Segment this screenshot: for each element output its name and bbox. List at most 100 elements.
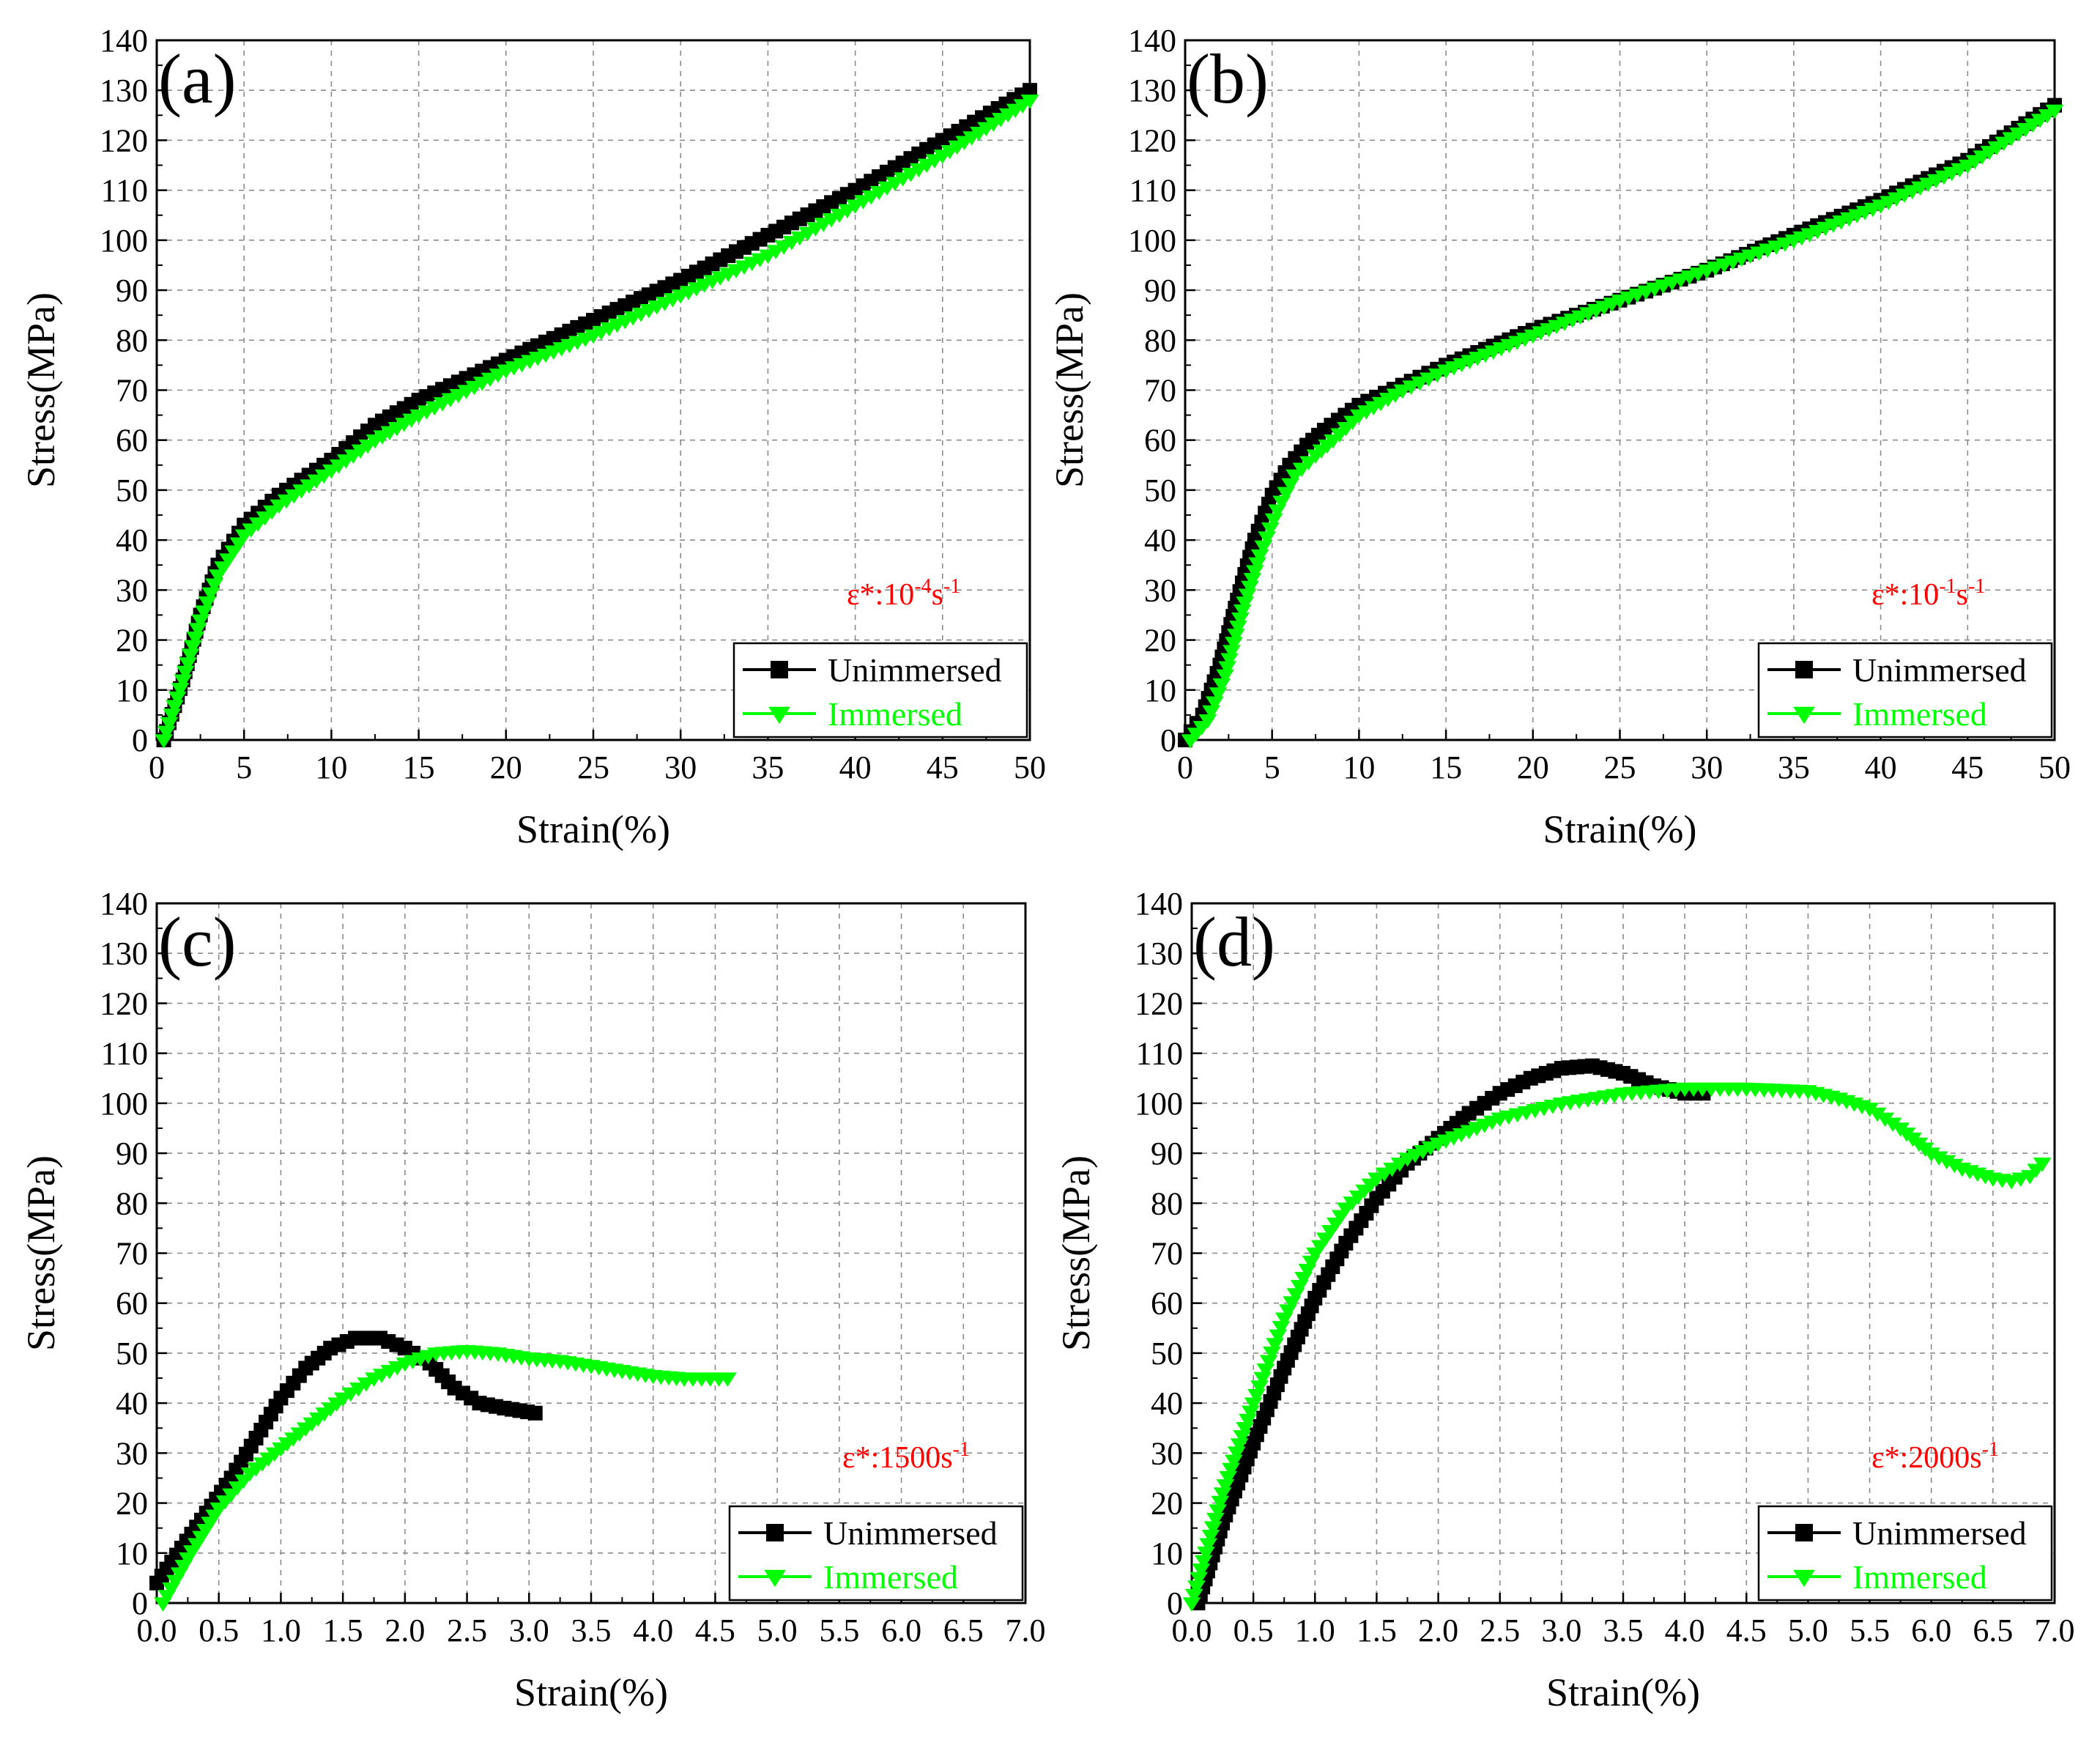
legend-label: Unimmersed <box>1852 651 2027 689</box>
y-tick-label: 140 <box>100 23 148 59</box>
y-tick-label: 60 <box>1151 1286 1183 1322</box>
y-tick-label: 90 <box>116 1136 148 1171</box>
grid <box>1192 903 2055 1603</box>
y-tick-label: 120 <box>100 985 148 1021</box>
y-tick-label: 0 <box>1167 1585 1183 1621</box>
x-axis-title: Strain(%) <box>516 807 670 851</box>
x-tick-label: 0 <box>1177 749 1193 785</box>
x-tick-label: 50 <box>1014 749 1046 785</box>
y-tick-label: 40 <box>116 522 148 558</box>
x-axis-title: Strain(%) <box>514 1670 668 1714</box>
data-point <box>155 734 173 749</box>
series-immersed <box>1181 104 2064 749</box>
x-tick-label: 7.0 <box>2035 1613 2075 1648</box>
y-tick-label: 10 <box>116 673 148 708</box>
data-point <box>1272 1321 1291 1336</box>
y-tick-label: 40 <box>1151 1385 1183 1421</box>
y-axis-title: Stress(MPa) <box>19 1155 63 1351</box>
y-tick-label: 0 <box>132 1585 148 1621</box>
x-tick-label: 7.0 <box>1006 1613 1046 1648</box>
y-tick-label: 60 <box>116 1286 148 1322</box>
legend-label: Unimmersed <box>828 651 1002 689</box>
data-point <box>1216 1479 1235 1494</box>
legend-label: Unimmersed <box>823 1514 998 1552</box>
data-point <box>1233 604 1252 619</box>
x-tick-label: 5 <box>236 749 252 785</box>
data-point <box>1224 1454 1243 1470</box>
x-tick-label: 10 <box>315 749 347 785</box>
y-tick-label: 100 <box>100 223 148 259</box>
y-tick-label: 140 <box>100 886 148 922</box>
data-point <box>171 683 190 697</box>
data-point <box>1023 83 1037 98</box>
y-tick-label: 100 <box>100 1086 148 1122</box>
y-tick-label: 70 <box>1144 373 1176 409</box>
y-tick-label: 90 <box>116 273 148 308</box>
legend-marker <box>1793 1569 1815 1588</box>
x-tick-label: 30 <box>664 749 697 785</box>
strain-rate-label: ε*:2000s-1 <box>1871 1438 1999 1475</box>
data-point <box>157 725 176 741</box>
x-tick-label: 15 <box>403 749 435 785</box>
data-point <box>1238 588 1257 603</box>
y-tick-label: 90 <box>1144 273 1176 308</box>
series-unimmersed <box>149 1330 543 1591</box>
data-point <box>2045 104 2064 119</box>
legend-marker <box>766 1524 784 1541</box>
y-tick-label: 50 <box>1144 473 1176 508</box>
x-tick-label: 4.5 <box>1726 1613 1767 1648</box>
x-tick-label: 1.0 <box>261 1613 301 1648</box>
legend-box <box>732 642 1028 739</box>
chart-panel-1: 0 5 10 15 20 25 30 35 40 45 50 0 10 20 30 40 50 60 70 80 90 1… <box>19 23 1046 851</box>
data-point <box>1211 1495 1230 1511</box>
x-tick-label: 20 <box>490 749 522 785</box>
data-point <box>188 623 207 637</box>
x-tick-label: 3.5 <box>1603 1613 1644 1648</box>
y-tick-label: 140 <box>1128 23 1176 59</box>
y-tick-label: 10 <box>1144 673 1176 708</box>
y-tick-label: 50 <box>116 1336 148 1372</box>
y-tick-label: 60 <box>1144 423 1176 459</box>
data-point <box>1194 1555 1213 1570</box>
data-point <box>1231 612 1250 627</box>
y-tick-label: 80 <box>1144 322 1176 358</box>
panel-label: (c) <box>158 903 237 981</box>
x-tick-label: 5.0 <box>1788 1613 1828 1648</box>
y-tick-label: 110 <box>1136 1036 1183 1072</box>
series-immersed <box>1182 1082 2052 1612</box>
y-tick-label: 40 <box>116 1385 148 1421</box>
data-point <box>1266 1338 1284 1352</box>
series-immersed <box>154 1344 737 1612</box>
x-tick-label: 6.0 <box>881 1613 921 1648</box>
data-point <box>1222 645 1241 659</box>
x-tick-label: 4.5 <box>695 1613 735 1648</box>
y-tick-label: 120 <box>1135 985 1183 1021</box>
x-tick-label: 30 <box>1691 749 1723 785</box>
x-tick-label: 0.0 <box>137 1613 177 1648</box>
y-tick-label: 120 <box>100 122 148 158</box>
y-tick-label: 10 <box>116 1536 148 1572</box>
y-tick-label: 30 <box>1151 1435 1183 1471</box>
legend-marker <box>1795 1524 1813 1541</box>
y-tick-label: 60 <box>116 423 148 459</box>
x-tick-label: 45 <box>1951 749 1984 785</box>
data-point <box>1219 1470 1238 1486</box>
y-tick-label: 40 <box>1144 522 1176 558</box>
y-tick-label: 80 <box>1151 1185 1183 1221</box>
data-point <box>1229 621 1247 635</box>
data-point <box>1222 1462 1240 1478</box>
x-tick-label: 45 <box>927 749 959 785</box>
y-tick-label: 70 <box>116 1236 148 1272</box>
legend-label: Immersed <box>1852 695 1987 733</box>
data-point <box>176 665 195 681</box>
data-point <box>1248 557 1267 572</box>
panel-label: (d) <box>1193 903 1275 981</box>
legend: Unimmersed Immersed <box>1757 642 2053 739</box>
y-tick-label: 30 <box>116 572 148 608</box>
data-point <box>1262 1346 1281 1361</box>
data-point <box>1230 1438 1249 1453</box>
data-point <box>1218 661 1236 676</box>
grid <box>1185 40 2055 740</box>
y-tick-label: 110 <box>101 1036 148 1072</box>
legend-marker <box>1795 661 1813 678</box>
